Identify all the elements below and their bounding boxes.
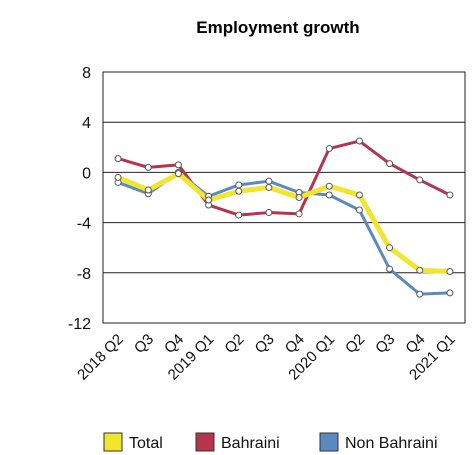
y-tick-label: -12 (68, 316, 91, 333)
point-total (174, 170, 182, 178)
point-total (325, 182, 333, 190)
point-total (386, 244, 394, 252)
legend-swatch (319, 432, 339, 452)
legend: Total Bahraini Non Bahraini (103, 432, 438, 452)
plot-frame (102, 71, 466, 324)
point-bahraini (325, 145, 333, 153)
legend-item-bahraini: Bahraini (195, 432, 280, 452)
point-total (235, 187, 243, 195)
y-tick-label: -4 (77, 216, 91, 233)
legend-item-total: Total (103, 432, 163, 452)
legend-label: Non Bahraini (345, 435, 438, 452)
point-bahraini (144, 163, 152, 171)
point-non-bahraini (235, 181, 243, 189)
legend-label: Total (129, 435, 163, 452)
x-tick-label: Q3 (252, 331, 278, 357)
point-bahraini (235, 211, 243, 219)
y-tick-label: -8 (77, 266, 91, 283)
point-total (446, 268, 454, 276)
point-bahraini (446, 191, 454, 199)
series-line-bahraini (117, 139, 451, 217)
point-non-bahraini (416, 290, 424, 298)
legend-swatch (195, 432, 215, 452)
point-total (205, 196, 213, 204)
point-total (144, 186, 152, 194)
point-total (416, 266, 424, 274)
point-total (114, 173, 122, 181)
x-tick-label: 2018 Q2 (74, 331, 127, 384)
point-non-bahraini (355, 206, 363, 214)
point-total (355, 191, 363, 199)
y-tick-label: 0 (82, 165, 91, 182)
x-tick-label: Q3 (372, 331, 398, 357)
legend-item-non-bahraini: Non Bahraini (319, 432, 438, 452)
x-tick-label: Q2 (221, 331, 247, 357)
point-non-bahraini (325, 191, 333, 199)
point-bahraini (174, 161, 182, 169)
y-tick-label: 8 (82, 65, 91, 82)
x-tick-label: Q2 (342, 331, 368, 357)
y-tick-label: 4 (82, 115, 91, 132)
point-non-bahraini (446, 289, 454, 297)
point-bahraini (265, 209, 273, 217)
point-bahraini (355, 137, 363, 145)
point-total (295, 194, 303, 201)
point-bahraini (295, 210, 303, 218)
legend-swatch (103, 432, 123, 452)
chart-title: Employment growth (196, 18, 359, 37)
point-bahraini (416, 176, 424, 184)
point-bahraini (386, 160, 394, 168)
series-line-total (117, 171, 451, 275)
point-non-bahraini (265, 177, 273, 185)
x-tick-label: Q3 (131, 331, 157, 357)
legend-label: Bahraini (221, 435, 280, 452)
point-bahraini (114, 155, 122, 163)
point-non-bahraini (386, 265, 394, 273)
point-total (265, 183, 273, 191)
